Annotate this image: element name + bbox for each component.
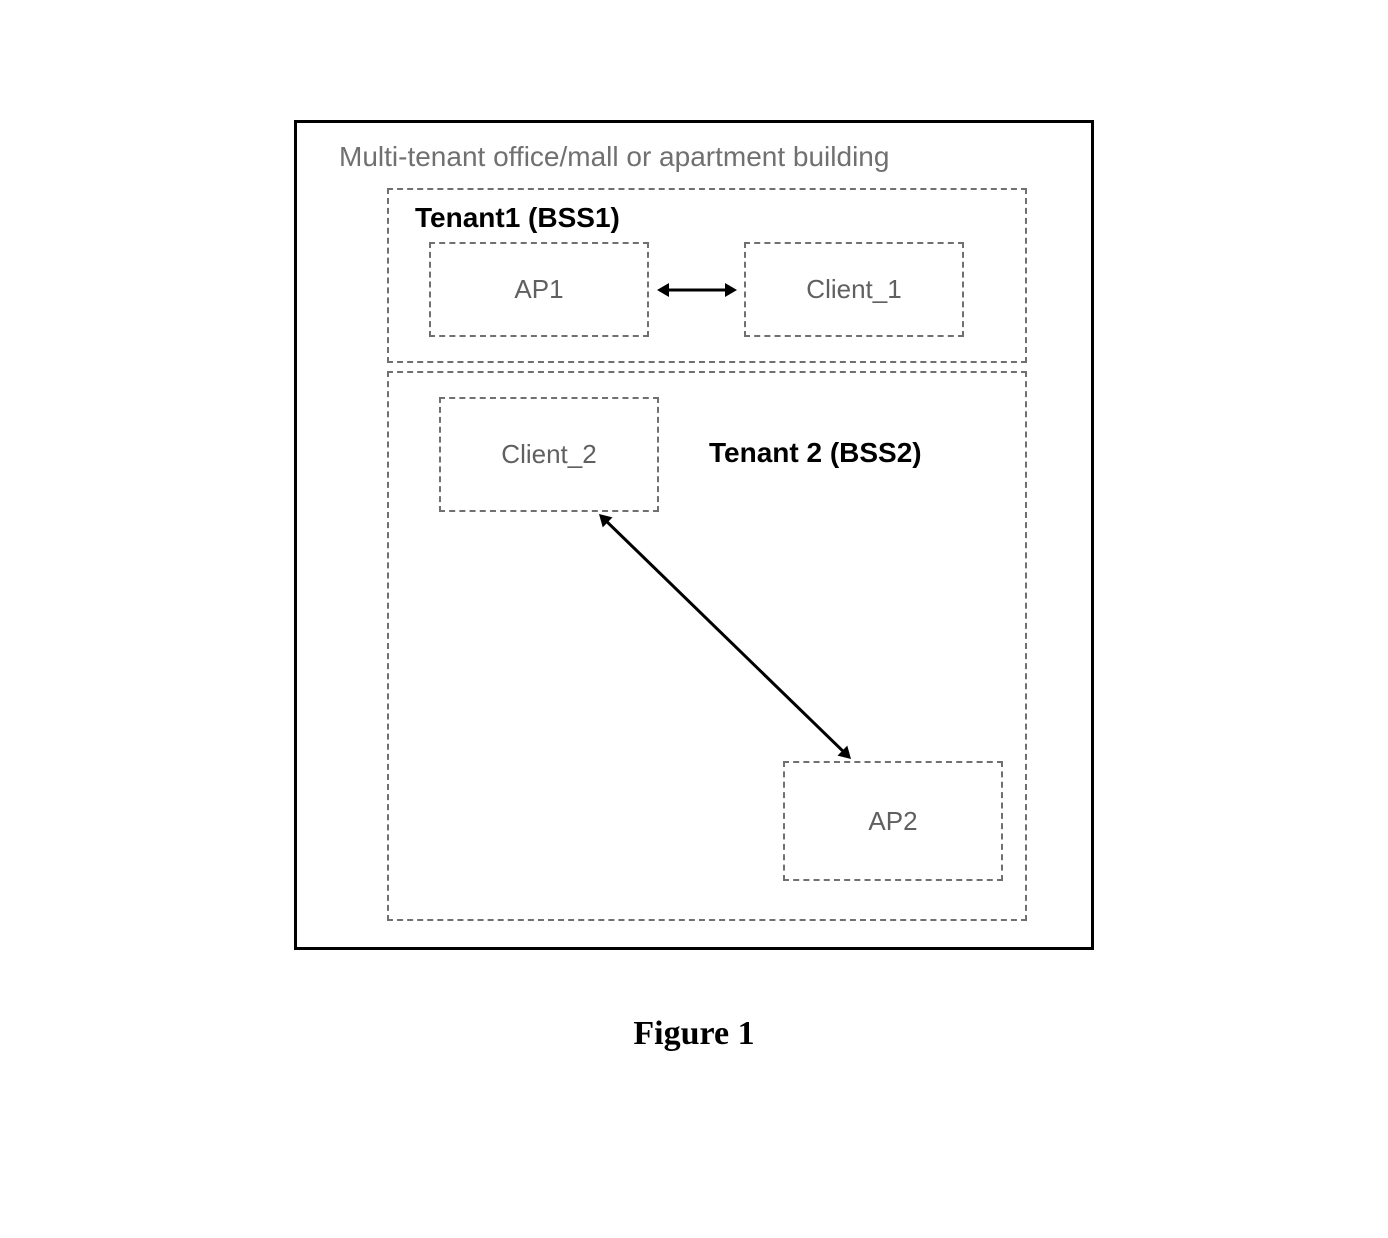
tenant1-title: Tenant1 (BSS1): [415, 202, 1007, 234]
arrow-ap1-client1: [642, 275, 752, 305]
client2-label: Client_2: [501, 439, 596, 470]
ap1-node: AP1: [429, 242, 649, 337]
outer-title: Multi-tenant office/mall or apartment bu…: [339, 141, 1061, 173]
tenant1-box: Tenant1 (BSS1) AP1 Client_1: [387, 188, 1027, 363]
tenant2-box: Tenant 2 (BSS2) Client_2 AP2: [387, 371, 1027, 921]
ap2-node: AP2: [783, 761, 1003, 881]
tenant2-title: Tenant 2 (BSS2): [709, 437, 922, 469]
ap1-label: AP1: [514, 274, 563, 305]
figure-caption: Figure 1: [633, 1015, 754, 1053]
ap2-label: AP2: [868, 806, 917, 837]
client1-node: Client_1: [744, 242, 964, 337]
outer-building-box: Multi-tenant office/mall or apartment bu…: [294, 120, 1094, 950]
client1-label: Client_1: [806, 274, 901, 305]
arrow-client2-ap2: [584, 499, 866, 774]
client2-node: Client_2: [439, 397, 659, 512]
